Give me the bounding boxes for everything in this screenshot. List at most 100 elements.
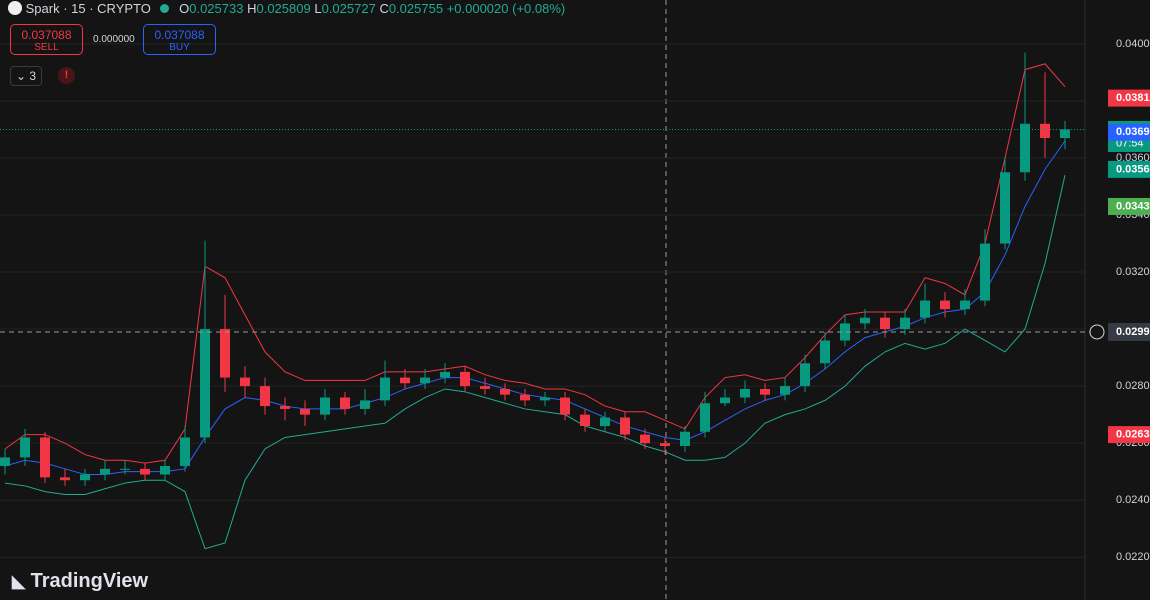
candle-body [900, 317, 910, 330]
sell-label: SELL [34, 42, 59, 53]
candle-body [880, 317, 890, 330]
candle-body [520, 394, 530, 401]
price-label-bg [1108, 123, 1150, 141]
candle-body [340, 397, 350, 409]
candle-body [940, 300, 950, 310]
band-line [4, 174, 1066, 550]
candle-body [580, 414, 590, 427]
candle-body [60, 477, 70, 481]
candle-body [20, 437, 30, 458]
warning-icon[interactable]: ! [58, 67, 75, 84]
candle-body [640, 434, 650, 444]
y-tick-label: 0.0360 [1116, 152, 1150, 164]
legend-row: Spark · 15 · CRYPTO O0.025733 H0.025809 … [8, 0, 565, 18]
candle-body [920, 300, 930, 318]
spread: 0.000000 [93, 34, 135, 45]
price-label-bg [1108, 426, 1150, 444]
candle-body [160, 465, 170, 475]
candle-body [140, 468, 150, 475]
ohlc-key: L [314, 1, 322, 16]
candle-body [1060, 129, 1070, 139]
y-tick-label: 0.0240 [1116, 494, 1150, 506]
candle-body [860, 317, 870, 324]
logo: ◣ TradingView [12, 570, 148, 593]
symbol[interactable]: Spark · 15 · CRYPTO [25, 1, 151, 16]
y-tick-label: 0.0220 [1116, 551, 1150, 563]
candle-body [300, 408, 310, 415]
sell-button[interactable]: 0.037088 SELL [10, 24, 83, 55]
band-line [4, 140, 1066, 476]
ohlc-value: 0.025809 [256, 1, 311, 16]
candle-body [200, 329, 210, 438]
candle-body [680, 431, 690, 447]
candle-body [180, 437, 190, 466]
candle-body [400, 377, 410, 384]
candle-body [120, 468, 130, 470]
candle-body [600, 417, 610, 427]
ohlc-value: 0.025727 [321, 1, 376, 16]
candle-body [740, 388, 750, 398]
candle-body [1040, 123, 1050, 139]
candle-body [1020, 123, 1030, 173]
candle-body [480, 386, 490, 389]
candle-body [420, 377, 430, 384]
candle-body [500, 388, 510, 395]
chevron: ⌄ [15, 69, 27, 83]
candle-body [360, 400, 370, 409]
price-label: 0.0343 [1116, 200, 1150, 212]
crosshair-plus [1089, 324, 1105, 340]
candle-body [660, 443, 670, 447]
candle-body [820, 340, 830, 364]
price-label-bg [1108, 160, 1150, 178]
candle-body [960, 300, 970, 310]
y-tick-label: 0.0280 [1116, 380, 1150, 392]
candle-body [720, 397, 730, 404]
buy-price: 0.037088 [154, 28, 205, 42]
change: +0.000020 (+0.08%) [446, 1, 566, 16]
price-label: 0.0263 [1116, 429, 1150, 441]
y-tick-label: 0.0320 [1116, 266, 1150, 278]
price-label: 0.0369 [1116, 126, 1150, 138]
candle-body [980, 243, 990, 301]
price-label: 0.0381 [1116, 92, 1150, 104]
candle-body [80, 474, 90, 481]
candle-body [840, 323, 850, 341]
candle-body [1000, 172, 1010, 244]
candle-body [260, 386, 270, 407]
ohlc-key: O [179, 1, 190, 16]
indicators-toggle[interactable]: ⌄ 3 [10, 66, 42, 86]
y-tick-label: 0.0400 [1116, 38, 1150, 50]
ohlc-key: H [247, 1, 257, 16]
price-label-bg [1108, 89, 1150, 107]
price-label: 0.0356 [1116, 163, 1150, 175]
ohlc-value: 0.025733 [189, 1, 244, 16]
candle-body [760, 388, 770, 395]
candle-body [780, 386, 790, 395]
crosshair-price: 0.0299 [1116, 326, 1150, 338]
candle-body [0, 457, 10, 466]
candle-body [440, 371, 450, 378]
candle-body [280, 406, 290, 409]
band-line [4, 63, 1066, 464]
candle-body [320, 397, 330, 415]
indicators-count: 3 [29, 69, 37, 83]
candle-body [380, 377, 390, 401]
symbol-icon [8, 1, 22, 15]
candle-body [40, 437, 50, 478]
ohlc-key: C [379, 1, 389, 16]
crosshair-label-bg [1108, 322, 1150, 341]
candle-body [220, 329, 230, 378]
candle-body [460, 371, 470, 387]
price-label-bg [1108, 197, 1150, 215]
logo-icon: ◣ [12, 572, 26, 591]
candle-body [540, 397, 550, 401]
sell-price: 0.037088 [21, 28, 72, 42]
buy-button[interactable]: 0.037088 BUY [143, 24, 216, 55]
candle-body [620, 417, 630, 435]
ohlc-value: 0.025755 [388, 1, 444, 16]
candle-body [240, 377, 250, 387]
candle-body [700, 403, 710, 432]
candle-body [560, 397, 570, 415]
candle-body [800, 363, 810, 387]
